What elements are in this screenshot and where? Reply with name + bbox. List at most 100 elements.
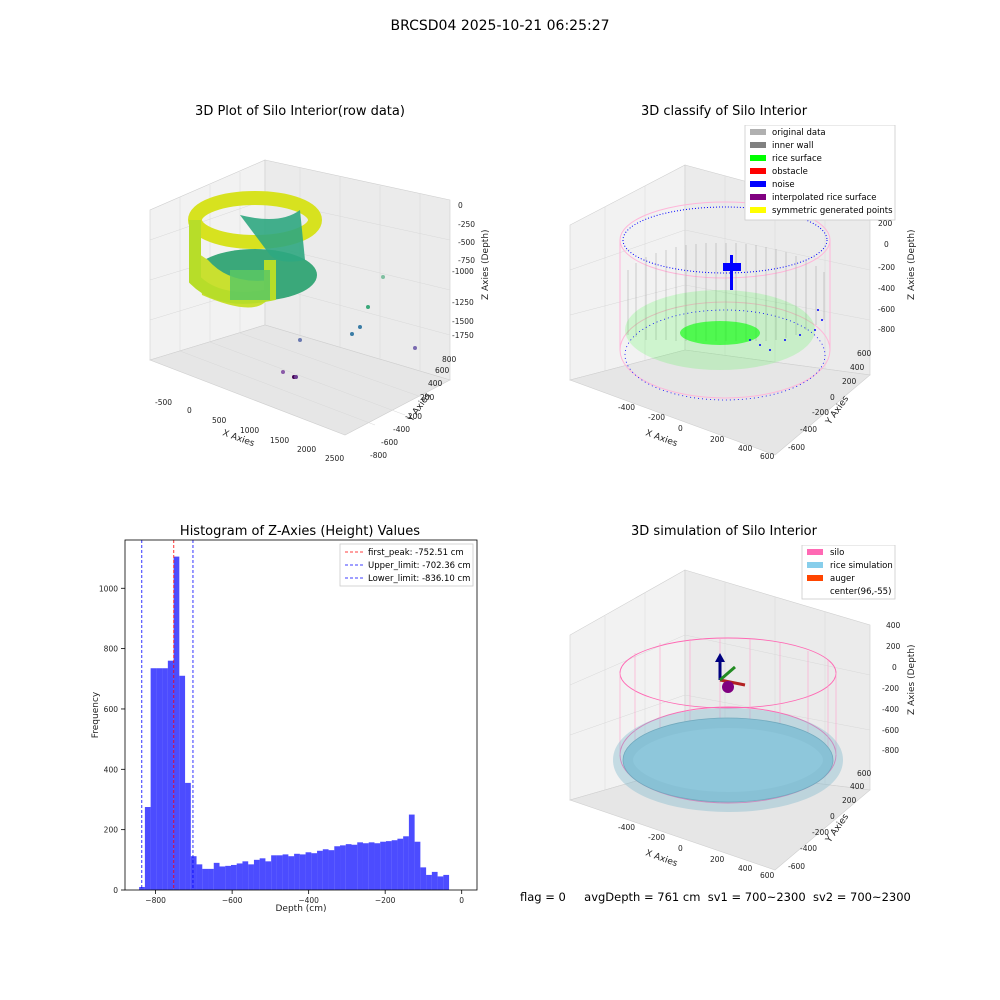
- tick-label: 2500: [325, 454, 344, 463]
- flag-text: flag = 0: [520, 890, 566, 904]
- legend-item: auger: [830, 574, 855, 584]
- tick-label: -400: [618, 403, 635, 412]
- tick-label: 1500: [270, 436, 289, 445]
- histogram-bar: [185, 782, 191, 890]
- tick-label: 0: [458, 201, 463, 210]
- histogram-bar: [150, 668, 157, 890]
- y-tick-label: 0: [113, 886, 118, 895]
- tick-label: 600: [857, 769, 872, 778]
- x-axis-label: Depth (cm): [275, 904, 326, 914]
- tick-label: 200: [710, 435, 725, 444]
- x-ticks: −800 −600 −400 −200 0: [145, 890, 464, 905]
- sv2-text: sv2 = 700~2300: [812, 890, 911, 904]
- histogram-bar: [374, 843, 381, 890]
- y-axis-label: Frequency: [91, 691, 101, 738]
- tick-label: -200: [648, 413, 665, 422]
- histogram-bar: [362, 843, 369, 890]
- histogram-bar: [403, 836, 409, 890]
- histogram-bar: [288, 856, 295, 890]
- tick-label: 500: [212, 416, 227, 425]
- tick-label: 200: [420, 393, 435, 402]
- tick-label: -600: [878, 305, 895, 314]
- tick-label: -200: [878, 263, 895, 272]
- tick-label: -200: [405, 412, 422, 421]
- tick-label: -200: [882, 684, 899, 693]
- histogram-bar: [334, 846, 341, 890]
- panel-title-raw: 3D Plot of Silo Interior(row data): [195, 104, 405, 119]
- histogram-bar: [253, 859, 260, 890]
- tick-label: -1250: [452, 298, 474, 307]
- plot-frame: [124, 539, 478, 891]
- tick-label: 400: [886, 621, 901, 630]
- histogram-bar: [408, 814, 415, 890]
- tick-label: 600: [857, 349, 872, 358]
- tick-label: 400: [738, 444, 753, 453]
- histogram-bar: [385, 841, 392, 890]
- x-tick-label: −400: [298, 896, 319, 905]
- histogram-bar: [196, 864, 203, 890]
- histogram-bar: [144, 807, 151, 890]
- histogram-bars: [139, 556, 450, 890]
- histogram-bar: [202, 868, 209, 890]
- legend-item: interpolated rice surface: [772, 193, 877, 203]
- panel-title-histogram: Histogram of Z-Axies (Height) Values: [179, 524, 421, 539]
- tick-label: 600: [760, 452, 775, 461]
- histogram-bar: [431, 871, 438, 890]
- z-axis-label: Z Axies (Depth): [907, 229, 917, 300]
- legend-item: symmetric generated points: [772, 206, 893, 216]
- histogram-bar: [426, 874, 432, 890]
- histogram-legend: first_peak: -752.51 cm Upper_limit: -702…: [339, 543, 474, 587]
- histogram-bar: [156, 668, 163, 890]
- tick-label: 400: [850, 782, 865, 791]
- tick-label: -400: [878, 284, 895, 293]
- histogram-bar: [368, 842, 375, 890]
- histogram-bar: [420, 867, 427, 890]
- legend-item: inner wall: [772, 141, 813, 151]
- histogram-bar: [242, 861, 249, 890]
- tick-label: 0: [830, 393, 835, 402]
- z-axis-label: Z Axies (Depth): [907, 644, 917, 715]
- tick-label: -800: [882, 746, 899, 755]
- histogram-bar: [230, 864, 237, 890]
- tick-label: 600: [435, 366, 450, 375]
- tick-label: -600: [788, 443, 805, 452]
- tick-label: -400: [393, 425, 410, 434]
- tick-label: -600: [788, 862, 805, 871]
- tick-label: 0: [884, 240, 889, 249]
- histogram-bar: [397, 838, 404, 890]
- tick-label: -200: [648, 833, 665, 842]
- simulation-legend: silo rice simulation auger center(96,-55…: [801, 545, 896, 600]
- tick-label: -600: [882, 726, 899, 735]
- y-tick-label: 800: [104, 645, 119, 654]
- tick-label: -1500: [452, 317, 474, 326]
- histogram-bar: [311, 853, 318, 890]
- legend-item: rice surface: [772, 154, 822, 164]
- histogram-reference-lines: [141, 540, 194, 890]
- tick-label: -400: [618, 823, 635, 832]
- tick-label: -400: [800, 844, 817, 853]
- legend-item: Upper_limit: -702.36 cm: [368, 561, 471, 571]
- tick-label: -600: [381, 438, 398, 447]
- histogram-bar: [173, 556, 180, 890]
- avg-depth-text: avgDepth = 761 cm: [584, 890, 701, 904]
- tick-label: -500: [155, 398, 172, 407]
- classify-legend: original data inner wall rice surface ob…: [744, 125, 896, 221]
- tick-label: 200: [886, 642, 901, 651]
- tick-label: 800: [442, 355, 457, 364]
- legend-item: silo: [830, 548, 844, 558]
- histogram-bar: [414, 841, 421, 890]
- histogram-bar: [190, 856, 197, 890]
- tick-label: -1750: [452, 331, 474, 340]
- x-axis-label: X Axies: [644, 428, 679, 449]
- tick-label: 1000: [240, 426, 259, 435]
- tick-label: 600: [760, 871, 775, 880]
- legend-item: first_peak: -752.51 cm: [368, 548, 464, 558]
- tick-label: 2000: [297, 445, 316, 454]
- panel-title-simulation: 3D simulation of Silo Interior: [631, 524, 817, 539]
- y-ticks: 0 200 400 600 800 1000: [99, 584, 125, 895]
- tick-label: -400: [882, 705, 899, 714]
- histogram-bar: [271, 855, 277, 890]
- legend-item: original data: [772, 128, 826, 138]
- figure-title: BRCSD04 2025-10-21 06:25:27: [390, 18, 610, 34]
- histogram-bar: [282, 854, 289, 890]
